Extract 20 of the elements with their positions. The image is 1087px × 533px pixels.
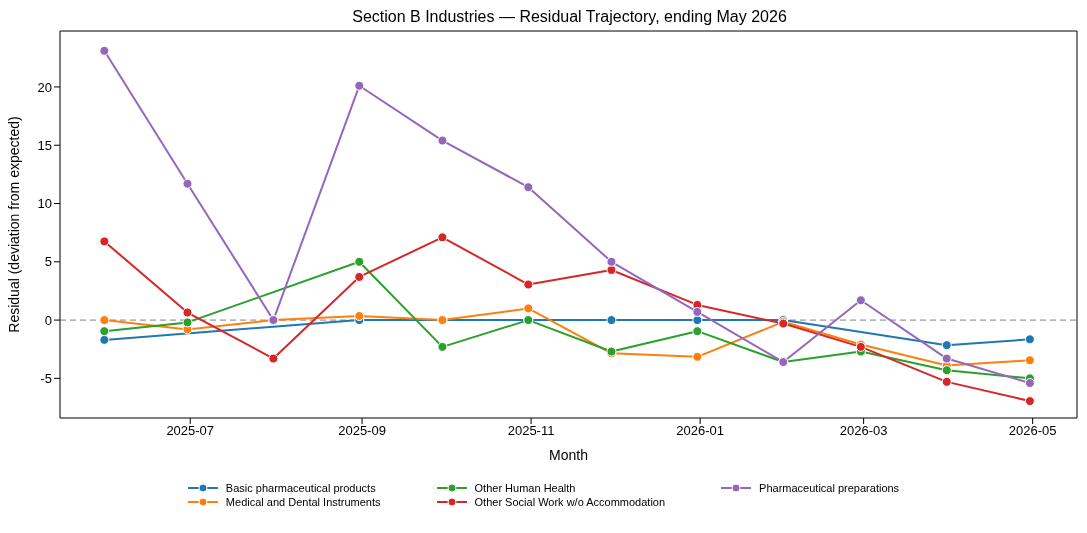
legend-label: Other Social Work w/o Accommodation — [474, 496, 666, 508]
x-tick-label: 2026-03 — [839, 423, 888, 439]
legend-label: Pharmaceutical preparations — [759, 482, 900, 494]
y-tick-label: -5 — [40, 370, 52, 386]
y-tick-label: 5 — [44, 254, 52, 270]
chart-title: Section B Industries — Residual Trajectory, ending May 2026 — [351, 8, 788, 27]
y-tick-label: 20 — [37, 79, 52, 95]
y-tick-label: 15 — [37, 137, 52, 153]
y-axis-title: Residual (deviation from expected) — [5, 116, 22, 333]
x-tick-label: 2025-11 — [507, 423, 555, 439]
x-tick-label: 2025-09 — [338, 423, 386, 439]
y-tick-label: 10 — [37, 196, 52, 212]
x-tick-label: 2026-05 — [1008, 423, 1057, 439]
legend-label: Other Human Health — [474, 482, 576, 494]
legend-label: Basic pharmaceutical products — [225, 482, 376, 494]
legend-label: Medical and Dental Instruments — [225, 496, 381, 508]
x-axis-title: Month — [549, 447, 588, 463]
y-tick-label: 0 — [44, 312, 52, 328]
x-tick-label: 2025-07 — [166, 423, 215, 439]
x-tick-label: 2026-01 — [676, 423, 724, 439]
